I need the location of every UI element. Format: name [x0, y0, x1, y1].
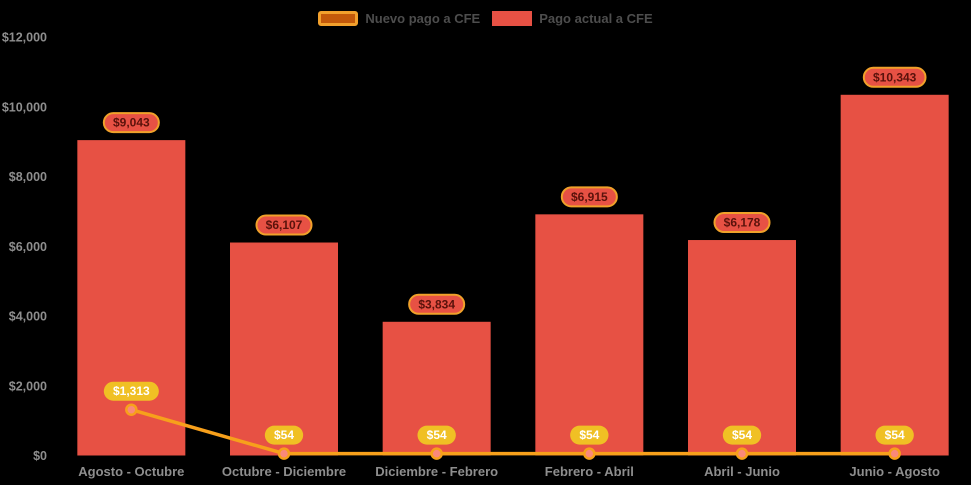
svg-text:$54: $54: [732, 428, 752, 442]
x-axis-category-label: Agosto - Octubre: [78, 464, 184, 479]
svg-text:$54: $54: [274, 428, 294, 442]
x-axis-category-label: Junio - Agosto: [849, 464, 940, 479]
svg-text:$54: $54: [427, 428, 447, 442]
bar-pago-actual[interactable]: [688, 240, 796, 456]
bar-value-badge: $6,178: [713, 212, 771, 234]
y-axis-tick-label: $0: [33, 449, 47, 463]
bar-pago-actual[interactable]: [77, 140, 186, 456]
line-nuevo-pago: [129, 407, 897, 456]
y-axis-tick-label: $6,000: [9, 240, 47, 254]
legend-item-pago-actual[interactable]: Pago actual a CFE: [492, 10, 653, 26]
bar-value-badge: $10,343: [862, 66, 927, 88]
line-point-nuevo-pago[interactable]: [583, 447, 596, 460]
bar-pago-actual[interactable]: [230, 242, 338, 456]
x-axis-category-label: Octubre - Diciembre: [222, 464, 346, 479]
y-axis-tick-label: $2,000: [9, 379, 47, 393]
legend-line-swatch-icon: [318, 10, 359, 26]
line-point-nuevo-pago[interactable]: [125, 403, 138, 416]
line-point-nuevo-pago[interactable]: [735, 447, 749, 460]
line-value-badge: $54: [417, 425, 456, 445]
svg-text:$9,043: $9,043: [113, 116, 150, 130]
y-axis-tick-label: $12,000: [2, 31, 47, 45]
legend-label-pago-actual: Pago actual a CFE: [539, 10, 653, 26]
svg-text:$6,178: $6,178: [724, 216, 761, 230]
bar-value-badge: $3,834: [408, 293, 466, 315]
svg-text:$6,915: $6,915: [571, 190, 608, 204]
svg-text:$3,834: $3,834: [418, 297, 455, 311]
legend-label-nuevo-pago: Nuevo pago a CFE: [365, 10, 481, 26]
svg-text:$10,343: $10,343: [873, 70, 917, 84]
bar-value-badge: $6,915: [560, 186, 618, 208]
line-point-nuevo-pago[interactable]: [888, 447, 901, 460]
svg-text:$54: $54: [579, 428, 599, 442]
line-point-nuevo-pago[interactable]: [277, 447, 291, 460]
x-axis-category-label: Diciembre - Febrero: [375, 464, 498, 479]
y-axis-tick-label: $8,000: [9, 170, 47, 184]
bar-value-badge: $6,107: [255, 214, 313, 236]
legend-bar-swatch-icon: [492, 10, 533, 26]
line-value-badge: $54: [264, 425, 304, 445]
svg-text:$1,313: $1,313: [113, 384, 150, 398]
line-value-badge: $54: [875, 425, 914, 445]
line-value-badge: $1,313: [103, 381, 159, 401]
bar-value-badge: $9,043: [102, 112, 160, 134]
legend-item-nuevo-pago[interactable]: Nuevo pago a CFE: [318, 10, 481, 26]
svg-text:$54: $54: [885, 428, 905, 442]
svg-text:$6,107: $6,107: [266, 218, 303, 232]
line-value-badge: $54: [722, 425, 762, 445]
line-point-nuevo-pago[interactable]: [430, 447, 443, 460]
bar-pago-actual[interactable]: [840, 94, 949, 456]
chart-legend: Nuevo pago a CFE Pago actual a CFE: [0, 6, 971, 30]
y-axis-tick-label: $10,000: [2, 100, 47, 114]
x-axis-category-label: Febrero - Abril: [545, 464, 634, 479]
line-value-badge: $54: [570, 425, 609, 445]
x-axis-category-label: Abril - Junio: [704, 464, 780, 479]
y-axis-tick-label: $4,000: [9, 310, 47, 324]
bar-pago-actual[interactable]: [535, 214, 644, 456]
